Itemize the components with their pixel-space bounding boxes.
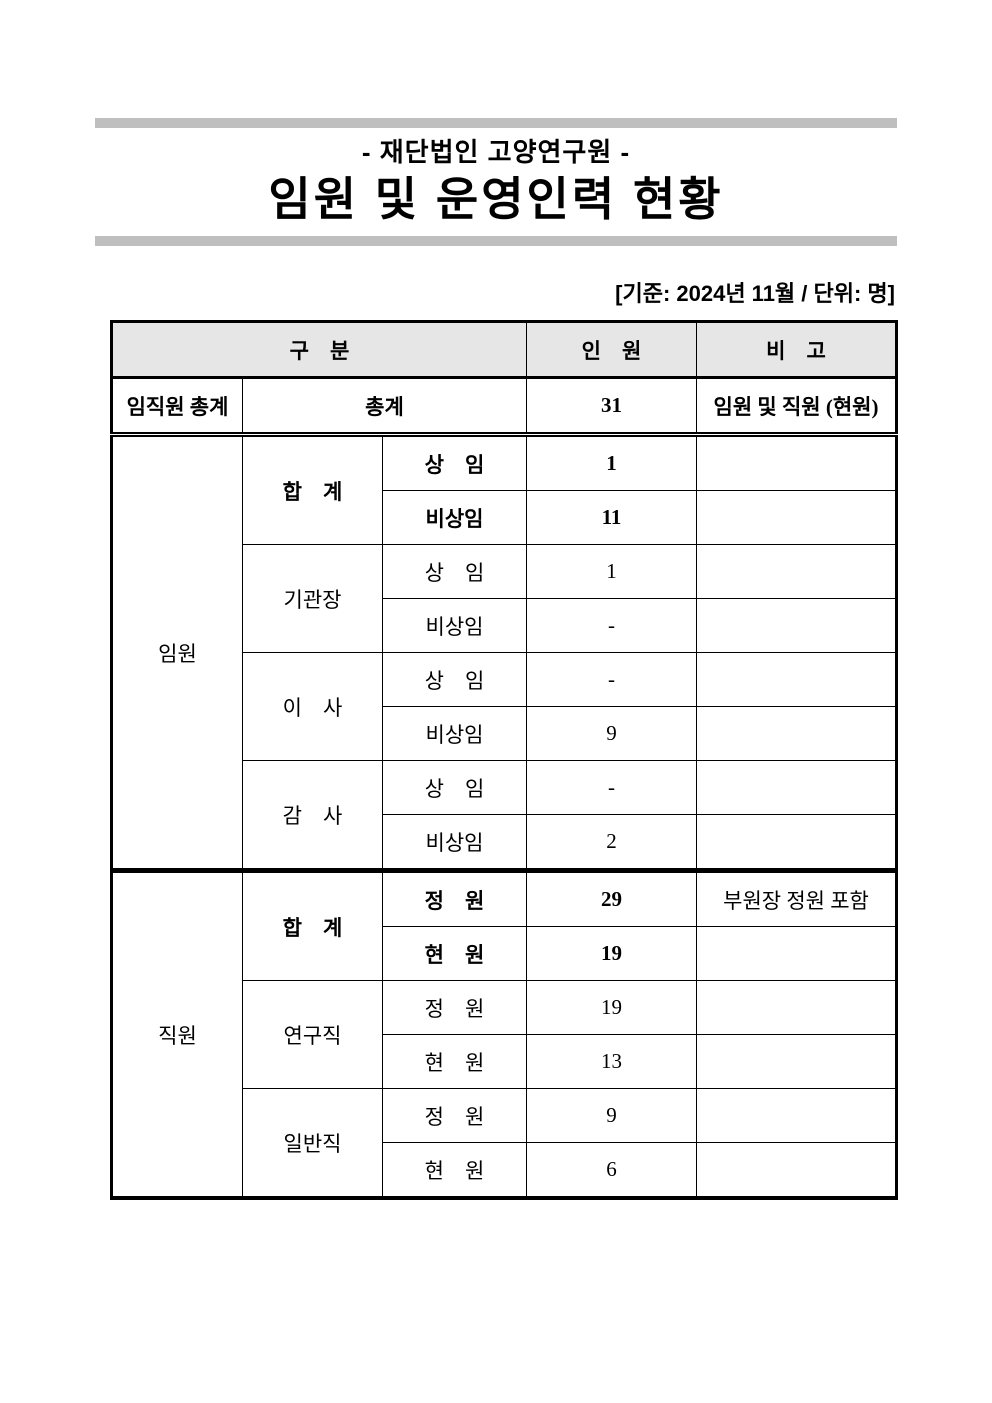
group-label: 기관장: [242, 544, 383, 653]
organization-subtitle: - 재단법인 고양연구원 -: [361, 137, 631, 167]
count-value: -: [526, 598, 697, 653]
type-label: 정 원: [382, 980, 527, 1035]
cell-total-note: 임원 및 직원 (현원): [696, 377, 897, 437]
table-row: 현 원 19: [112, 926, 897, 981]
section-label-officers: 임원: [111, 434, 243, 871]
table-header-row: 구 분 인 원 비 고: [111, 321, 897, 379]
count-value: 19: [526, 980, 697, 1035]
type-label: 현 원: [382, 926, 527, 981]
table-row: 비상임 9: [112, 706, 897, 761]
table-row: 이 사 상 임 -: [112, 652, 897, 761]
type-label: 상 임: [382, 652, 527, 707]
table-row: 현 원 13: [112, 1034, 897, 1089]
group-label: 이 사: [242, 652, 383, 761]
note-cell: 부원장 정원 포함: [696, 868, 897, 927]
count-value: 19: [526, 926, 697, 981]
note-cell: [696, 980, 897, 1035]
section-label-staff: 직원: [111, 868, 243, 1199]
count-value: 9: [526, 1088, 697, 1143]
note-cell: [696, 706, 897, 761]
note-cell: [696, 490, 897, 545]
type-label: 비상임: [382, 598, 527, 653]
bottom-rule-bar: [95, 236, 897, 246]
count-value: 2: [526, 814, 697, 871]
type-label: 현 원: [382, 1034, 527, 1089]
note-cell: [696, 1088, 897, 1143]
document-header: - 재단법인 고양연구원 - 임원 및 운영인력 현황: [95, 118, 897, 246]
type-label: 상 임: [382, 434, 527, 491]
note-cell: [696, 434, 897, 491]
table-row: 비상임 11: [112, 490, 897, 545]
count-value: 1: [526, 544, 697, 599]
page-title: 임원 및 운영인력 현황: [268, 173, 724, 225]
personnel-table: 구 분 인 원 비 고 임직원 총계 총계 31 임원 및 직원 (현원) 임원…: [110, 320, 898, 1200]
type-label: 정 원: [382, 1088, 527, 1143]
group-label: 연구직: [242, 980, 383, 1089]
type-label: 정 원: [382, 868, 527, 927]
table-row: 일반직 정 원 9: [112, 1088, 897, 1199]
table-row: 임원 합 계 상 임 1: [111, 434, 897, 871]
cell-total-label: 임직원 총계: [111, 377, 243, 437]
count-value: 1: [526, 434, 697, 491]
cell-total-value: 31: [526, 377, 697, 437]
group-label: 일반직: [242, 1088, 383, 1199]
header-cell-count: 인 원: [526, 321, 697, 379]
note-cell: [696, 544, 897, 599]
type-label: 상 임: [382, 760, 527, 815]
table-row: 직원 합 계 정 원 29 부원장 정원 포함: [111, 868, 897, 1199]
count-value: 13: [526, 1034, 697, 1089]
group-label: 합 계: [242, 868, 383, 981]
type-label: 비상임: [382, 490, 527, 545]
basis-note: [기준: 2024년 11월 / 단위: 명]: [615, 281, 895, 306]
top-rule-bar: [95, 118, 897, 128]
group-label: 합 계: [242, 434, 383, 545]
note-cell: [696, 1142, 897, 1199]
header-cell-note: 비 고: [696, 321, 897, 379]
count-value: 6: [526, 1142, 697, 1199]
type-label: 현 원: [382, 1142, 527, 1199]
cell-total-sublabel: 총계: [242, 377, 527, 437]
count-value: 11: [526, 490, 697, 545]
type-label: 비상임: [382, 814, 527, 871]
table-row: 비상임 -: [112, 598, 897, 653]
type-label: 비상임: [382, 706, 527, 761]
type-label: 상 임: [382, 544, 527, 599]
grand-total-row: 임직원 총계 총계 31 임원 및 직원 (현원): [111, 377, 897, 437]
count-value: 29: [526, 868, 697, 927]
table-row: 감 사 상 임 -: [112, 760, 897, 871]
note-cell: [696, 814, 897, 871]
note-cell: [696, 926, 897, 981]
note-cell: [696, 1034, 897, 1089]
group-label: 감 사: [242, 760, 383, 871]
note-cell: [696, 652, 897, 707]
header-cell-group: 구 분: [111, 321, 527, 379]
count-value: -: [526, 652, 697, 707]
table-row: 현 원 6: [112, 1142, 897, 1199]
table-row: 비상임 2: [112, 814, 897, 871]
note-cell: [696, 598, 897, 653]
note-cell: [696, 760, 897, 815]
count-value: 9: [526, 706, 697, 761]
count-value: -: [526, 760, 697, 815]
